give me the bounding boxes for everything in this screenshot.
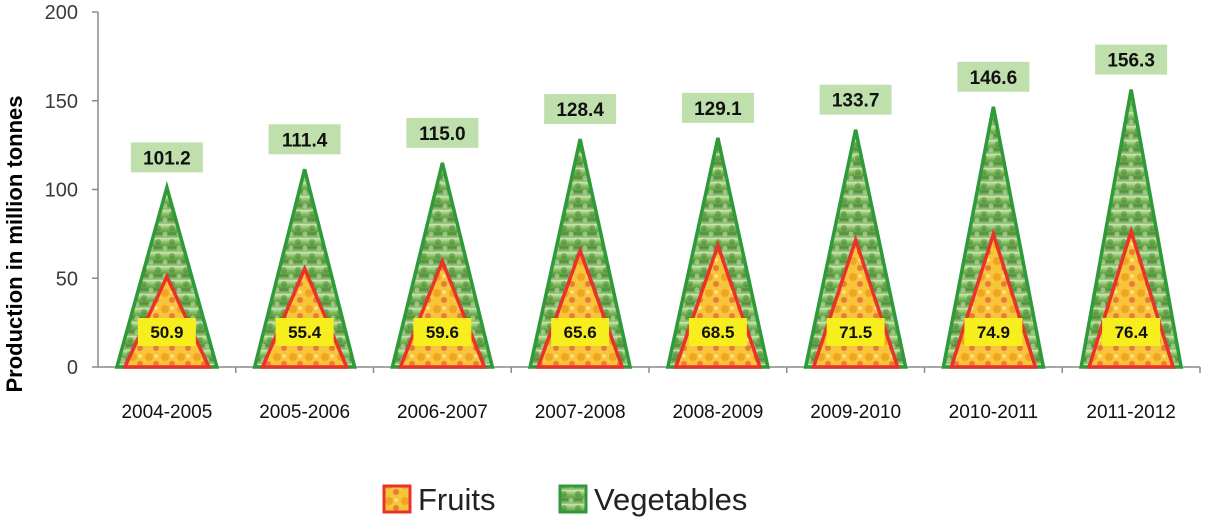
vegetables-data-label: 129.1	[694, 99, 742, 120]
vegetables-data-label: 156.3	[1107, 51, 1155, 72]
fruits-data-label: 50.9	[150, 323, 183, 342]
vegetables-data-label-bg	[1095, 44, 1168, 75]
fruits-data-label-bg	[1102, 318, 1161, 346]
y-tick-label: 100	[45, 180, 78, 202]
legend: Fruits Vegetables	[382, 482, 747, 517]
vegetables-data-label-bg	[819, 84, 892, 115]
legend-swatch-vegetables	[558, 484, 588, 514]
y-tick-label: 150	[45, 91, 78, 113]
legend-swatch-fruits	[382, 484, 412, 514]
vegetables-data-label-bg	[957, 61, 1030, 92]
fruits-data-label-bg	[275, 318, 334, 346]
vegetables-data-label-bg	[544, 94, 617, 125]
fruits-data-label-bg	[826, 318, 885, 346]
x-tick-label: 2004-2005	[121, 402, 212, 423]
legend-label-fruits: Fruits	[418, 482, 496, 517]
vegetables-data-label: 115.0	[419, 124, 466, 145]
y-tick-label: 0	[67, 357, 78, 379]
data-labels-group: 101.2 50.9 111.4 55.4 115.0 59.6 128.4 65.6 129.…	[130, 44, 1168, 346]
vegetables-data-label-bg	[130, 142, 203, 173]
x-tick-label: 2011-2012	[1086, 402, 1175, 423]
vegetables-data-label: 111.4	[282, 130, 328, 151]
x-tick-label: 2008-2009	[672, 402, 763, 423]
vegetables-data-label: 101.2	[143, 148, 191, 169]
x-axis-ticks: 2004-2005 2005-2006 2006-2007 2007-2008 2008…	[121, 367, 1201, 423]
fruits-data-label: 59.6	[426, 323, 459, 342]
vegetables-data-label: 133.7	[832, 91, 880, 112]
x-tick-label: 2010-2011	[949, 402, 1038, 423]
vegetables-data-label: 146.6	[970, 68, 1018, 89]
x-tick-label: 2005-2006	[259, 402, 350, 423]
x-tick-label: 2007-2008	[535, 402, 626, 423]
vegetables-data-label-bg	[406, 117, 479, 148]
x-tick-label: 2006-2007	[397, 402, 488, 423]
fruits-data-label-bg	[413, 318, 472, 346]
fruits-data-label-bg	[137, 318, 196, 346]
x-tick-label: 2009-2010	[810, 402, 901, 423]
legend-label-vegetables: Vegetables	[594, 482, 747, 517]
fruits-data-label: 68.5	[701, 323, 734, 342]
y-tick-label: 50	[56, 268, 78, 290]
fruits-data-label: 74.9	[977, 323, 1010, 342]
fruits-data-label-bg	[688, 318, 747, 346]
vegetables-data-label-bg	[681, 92, 754, 123]
fruits-data-label: 55.4	[288, 323, 322, 342]
vegetables-data-label-bg	[268, 124, 341, 155]
fruits-data-label: 65.6	[564, 323, 597, 342]
fruits-data-label-bg	[964, 318, 1023, 346]
fruits-data-label: 71.5	[839, 323, 872, 342]
vegetables-data-label: 128.4	[556, 100, 604, 121]
fruits-data-label-bg	[551, 318, 610, 346]
y-axis-title: Production in million tonnes	[2, 96, 27, 393]
fruits-data-label: 76.4	[1115, 323, 1149, 342]
y-axis-ticks: 0 50 100 150 200	[45, 2, 98, 379]
y-tick-label: 200	[45, 2, 78, 24]
